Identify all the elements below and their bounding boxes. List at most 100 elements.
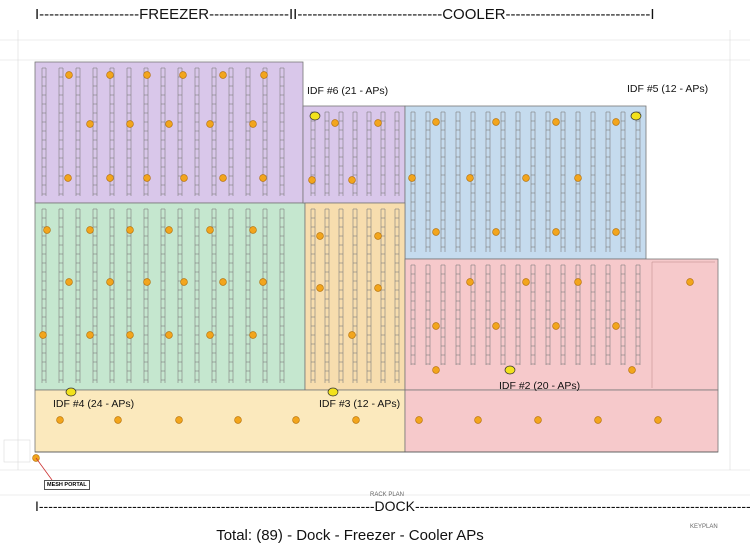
idf3-label: IDF #3 (12 - APs) xyxy=(319,398,401,410)
access-point xyxy=(612,118,620,126)
access-point xyxy=(219,174,227,182)
access-point xyxy=(466,278,474,286)
access-point xyxy=(180,278,188,286)
zone-idf6-area xyxy=(302,105,406,204)
access-point xyxy=(86,120,94,128)
access-point xyxy=(374,232,382,240)
zone-cooler-bottom xyxy=(404,258,719,391)
access-point xyxy=(165,226,173,234)
access-point xyxy=(143,174,151,182)
rack-rows xyxy=(41,67,641,383)
keyplan-note: KEYPLAN xyxy=(690,524,718,530)
access-point xyxy=(234,416,242,424)
access-point xyxy=(126,120,134,128)
access-point xyxy=(522,278,530,286)
access-point xyxy=(114,416,122,424)
idf4-marker xyxy=(65,387,77,397)
dock-line: I---------------------------------------… xyxy=(35,498,750,514)
access-point xyxy=(219,71,227,79)
access-point xyxy=(432,322,440,330)
access-point xyxy=(259,278,267,286)
access-point xyxy=(206,226,214,234)
access-point xyxy=(432,366,440,374)
access-point xyxy=(686,278,694,286)
access-point xyxy=(552,322,560,330)
access-point xyxy=(352,416,360,424)
access-point xyxy=(143,278,151,286)
total-summary: Total: (89) - Dock - Freezer - Cooler AP… xyxy=(216,527,484,544)
access-point xyxy=(165,331,173,339)
access-point xyxy=(466,174,474,182)
access-point xyxy=(574,174,582,182)
access-point xyxy=(64,174,72,182)
access-point xyxy=(492,118,500,126)
idf6-marker xyxy=(309,111,321,121)
access-point xyxy=(432,118,440,126)
access-point xyxy=(126,226,134,234)
idf4-label: IDF #4 (24 - APs) xyxy=(53,398,135,410)
access-point xyxy=(259,174,267,182)
access-point xyxy=(552,118,560,126)
access-point xyxy=(43,226,51,234)
idf2-marker xyxy=(504,365,516,375)
access-point xyxy=(65,278,73,286)
idf5-label: IDF #5 (12 - APs) xyxy=(627,83,709,95)
freezer-cooler-header: I--------------------FREEZER------------… xyxy=(35,6,655,23)
mesh-portal-label: MESH PORTAL xyxy=(44,480,90,490)
access-point xyxy=(492,322,500,330)
access-point xyxy=(249,226,257,234)
idf5-marker xyxy=(630,111,642,121)
access-point xyxy=(348,176,356,184)
access-point xyxy=(432,228,440,236)
access-point xyxy=(106,71,114,79)
access-point xyxy=(492,228,500,236)
access-point xyxy=(308,176,316,184)
access-point xyxy=(374,284,382,292)
rack-plan-note: RACK PLAN xyxy=(370,492,405,498)
idf3-marker xyxy=(327,387,339,397)
access-point xyxy=(552,228,560,236)
access-point xyxy=(374,119,382,127)
access-point xyxy=(165,120,173,128)
access-point xyxy=(143,71,151,79)
access-point xyxy=(534,416,542,424)
access-point xyxy=(180,174,188,182)
access-point xyxy=(522,174,530,182)
access-point xyxy=(348,331,356,339)
access-point xyxy=(331,119,339,127)
access-point xyxy=(65,71,73,79)
access-point xyxy=(612,322,620,330)
idf2-label: IDF #2 (20 - APs) xyxy=(499,380,581,392)
access-point xyxy=(56,416,64,424)
access-point xyxy=(612,228,620,236)
hatch-area xyxy=(651,261,715,388)
access-point xyxy=(249,331,257,339)
access-point xyxy=(260,71,268,79)
access-point xyxy=(594,416,602,424)
access-points xyxy=(32,71,694,462)
access-point xyxy=(474,416,482,424)
access-point xyxy=(106,174,114,182)
access-point xyxy=(574,278,582,286)
zone-freezer-top xyxy=(34,61,304,204)
access-point xyxy=(175,416,183,424)
access-point xyxy=(206,331,214,339)
idf6-label: IDF #6 (21 - APs) xyxy=(307,85,389,97)
access-point xyxy=(206,120,214,128)
mesh-portal-leader xyxy=(35,457,53,481)
access-point xyxy=(39,331,47,339)
access-point xyxy=(316,232,324,240)
access-point xyxy=(179,71,187,79)
access-point xyxy=(249,120,257,128)
zone-dock-right xyxy=(404,389,719,453)
access-point xyxy=(86,226,94,234)
idf-markers xyxy=(65,111,642,397)
access-point xyxy=(415,416,423,424)
access-point xyxy=(86,331,94,339)
access-point xyxy=(654,416,662,424)
blueprint-background xyxy=(0,30,750,496)
access-point xyxy=(292,416,300,424)
access-point xyxy=(316,284,324,292)
access-point xyxy=(408,174,416,182)
